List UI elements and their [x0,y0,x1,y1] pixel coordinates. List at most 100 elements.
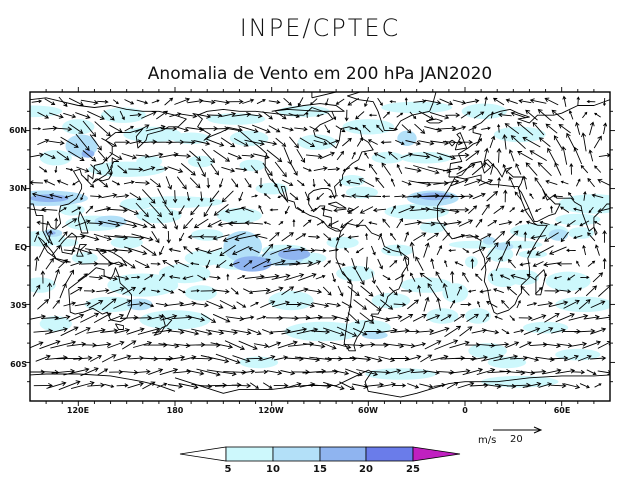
wind-arrow-756 [247,328,262,336]
wind-arrow-160 [418,140,435,146]
wind-arrow-774 [485,329,500,335]
wind-arrow-167 [510,135,526,150]
wind-arrow-600 [490,273,494,281]
wind-arrow-737 [568,313,589,321]
wind-arrow-523 [45,257,54,270]
wind-arrow-400 [141,218,156,229]
wind-arrow-39 [544,97,559,106]
wind-arrow-799 [238,340,258,350]
anomaly-shade-60 [461,103,507,120]
wind-arrow-625 [243,288,254,294]
wind-arrow-557 [495,256,503,272]
wind-arrow-69 [368,113,377,117]
wind-arrow-503 [355,247,364,254]
wind-arrow-61 [262,111,274,120]
wind-arrow-249 [443,165,463,172]
wind-arrow-457 [323,233,332,241]
wind-arrow-576 [169,274,181,279]
wind-arrow-26 [377,97,383,106]
colorbar-segment-5-10 [225,446,274,462]
wind-arrow-513 [485,242,499,259]
wind-arrow-525 [70,260,83,267]
wind-arrow-535 [205,259,211,269]
wind-arrow-761 [311,329,331,335]
wind-arrow-271 [165,176,173,190]
wind-arrow-417 [368,221,378,225]
wind-arrow-29 [413,99,427,104]
anomaly-shade-90 [361,331,388,340]
wind-arrow-327 [328,194,338,199]
wind-arrow-789 [107,340,125,349]
wind-arrow-708 [185,315,206,322]
anomaly-shade-19 [384,204,449,220]
lon-label-0: 0 [462,406,468,415]
wind-arrow-482 [73,246,93,255]
wind-arrow-32 [452,99,467,105]
wind-arrow-586 [298,272,317,282]
lon-label-180: 180 [167,406,184,415]
wind-arrow-545 [335,262,346,267]
wind-arrow-888 [266,370,283,376]
wind-arrow-313 [141,189,156,204]
wind-arrow-750 [166,329,185,335]
wind-arrow-612 [70,287,83,295]
anomaly-shade-55 [239,356,279,369]
wind-arrow-52 [141,111,157,119]
wind-arrow-199 [364,152,369,159]
wind-arrow-840 [200,355,230,364]
wind-arrow-868 [577,354,592,362]
wind-arrow-222 [90,164,102,175]
wind-arrow-380 [449,207,470,213]
wind-arrow-583 [256,273,280,280]
wind-arrow-231 [210,163,220,176]
wind-arrow-844 [260,354,276,362]
anomaly-shade-15 [229,130,269,146]
wind-arrow-908 [531,369,547,375]
wind-arrow-916 [58,380,81,391]
anomaly-shade-41 [184,285,217,301]
wind-arrow-108 [309,126,319,132]
wind-arrow-51 [129,112,142,117]
wind-arrow-480 [51,244,61,256]
wind-arrow-949 [494,383,517,389]
coastline-0-1 [448,99,610,232]
colorbar-label-25: 25 [406,464,420,475]
wind-arrow-259 [580,164,589,174]
wind-arrow-176 [56,151,70,161]
wind-arrow-47 [75,112,91,119]
wind-arrow-262 [43,179,56,186]
wind-arrow-435 [34,231,40,242]
wind-arrow-316 [186,191,191,202]
wind-arrow-312 [129,192,142,201]
reference-arrow-head [533,426,543,434]
wind-arrow-219 [54,166,58,174]
wind-arrow-481 [63,248,76,253]
wind-arrow-58 [220,111,237,118]
anomaly-shade-63 [100,107,146,123]
wind-arrow-178 [82,150,97,162]
wind-arrow-318 [209,190,220,203]
wind-arrow-244 [381,162,391,176]
wind-arrow-281 [297,179,305,187]
wind-arrow-543 [307,260,322,267]
wind-arrow-225 [128,166,144,172]
wind-arrow-237 [290,163,298,176]
wind-arrow-635 [376,285,384,298]
anomaly-shade-69 [239,159,266,172]
wind-arrow-860 [470,355,488,361]
wind-arrow-384 [509,207,516,213]
anomaly-shade-80 [548,229,569,241]
wind-arrow-397 [98,220,121,228]
wind-arrow-751 [177,328,200,336]
wind-arrow-537 [228,261,240,267]
wind-arrow-109 [324,124,330,134]
wind-arrow-146 [233,138,249,147]
wind-arrow-43 [602,97,606,107]
wind-arrow-861 [481,354,504,362]
wind-arrow-314 [157,188,167,205]
anomaly-shade-58 [39,150,72,166]
wind-arrow-615 [107,286,125,295]
wind-arrow-14 [213,99,230,105]
coastline-24-1 [14,227,17,235]
coastline-22-1 [311,92,339,99]
